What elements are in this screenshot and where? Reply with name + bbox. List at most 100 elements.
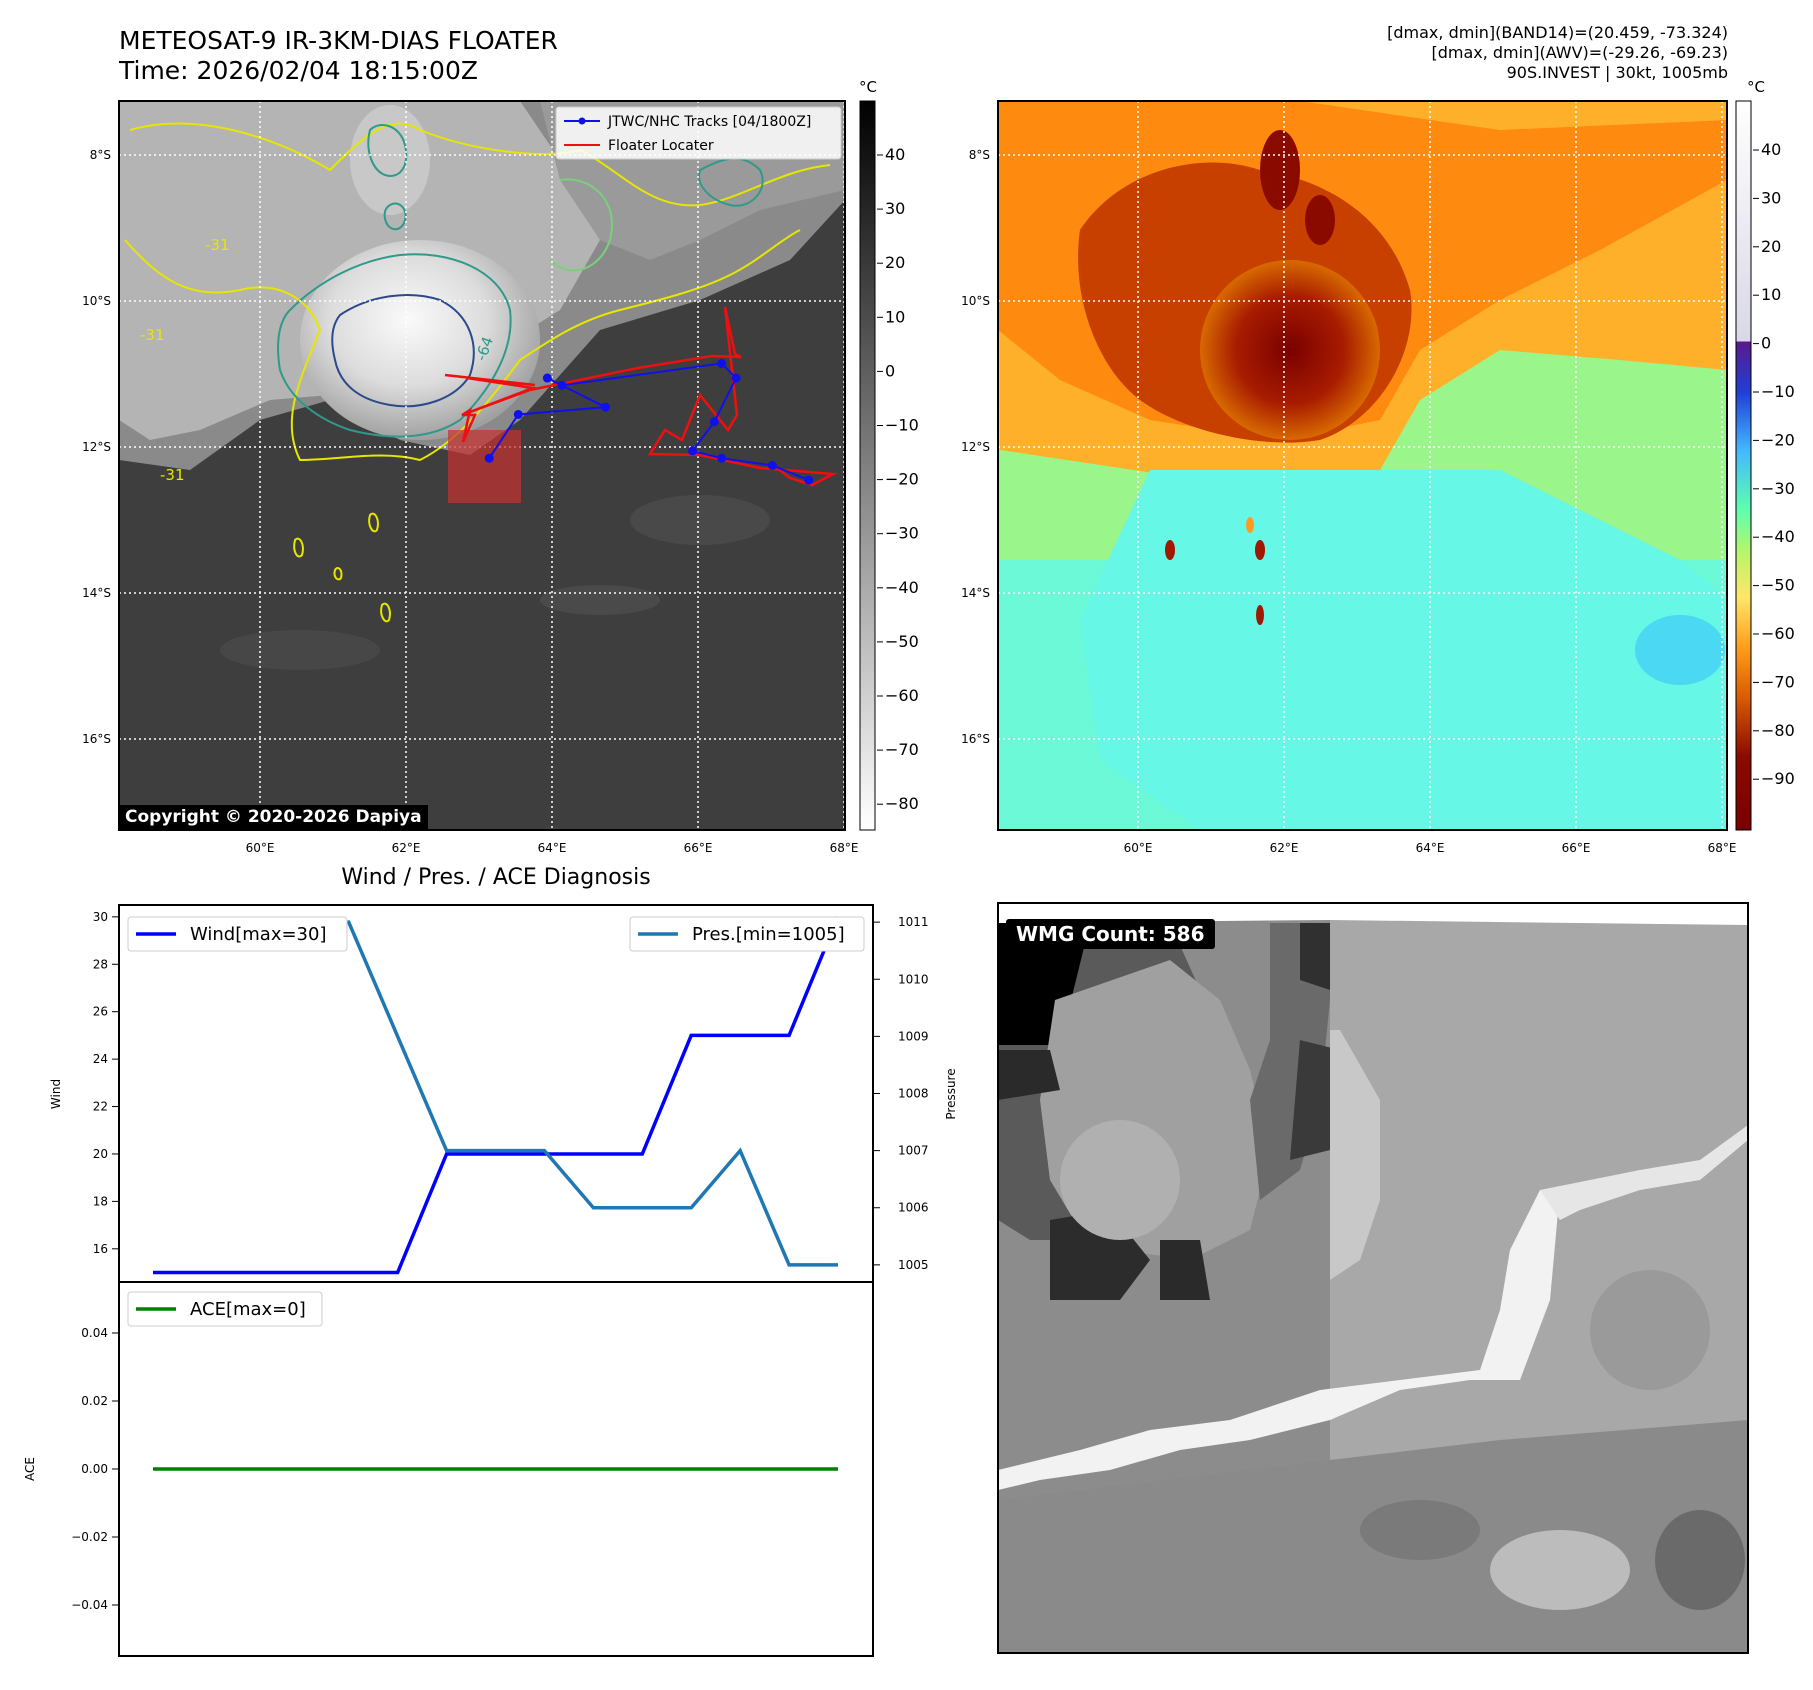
wind-legend: Wind[max=30] — [127, 916, 348, 952]
pressure-axis-label: Pressure — [944, 1068, 958, 1119]
ace-legend: ACE[max=0] — [127, 1291, 323, 1327]
diagnosis-title: Wind / Pres. / ACE Diagnosis — [341, 865, 650, 890]
awv-gridlines — [998, 101, 1727, 830]
ace-tick-label: 0.02 — [81, 1394, 108, 1408]
lon-tick: 60°E — [246, 841, 275, 855]
lon-tick: 66°E — [1562, 841, 1591, 855]
ir-frame — [118, 100, 846, 831]
lon-tick: 68°E — [830, 841, 859, 855]
ir-legend: JTWC/NHC Tracks [04/1800Z] Floater Locat… — [555, 106, 842, 160]
ir-colorbar-tick-label: −30 — [885, 524, 919, 543]
ir-colorbar-tick-label: −80 — [885, 794, 919, 813]
contour-label: -31 — [160, 466, 185, 484]
awv-colorbar-tick-label: −10 — [1761, 382, 1795, 401]
pressure-tick-label: 1006 — [898, 1201, 929, 1215]
lon-tick: 64°E — [1416, 841, 1445, 855]
ace-tick-label: 0.00 — [81, 1462, 108, 1476]
ir-imagery — [119, 101, 845, 670]
jtwc-track-point — [731, 373, 741, 383]
pressure-legend-label: Pres.[min=1005] — [692, 924, 845, 945]
awv-colorbar-tick-label: 20 — [1761, 237, 1781, 256]
pressure-tick-label: 1010 — [898, 972, 929, 986]
ace-axis-label: ACE — [23, 1457, 37, 1481]
ir-colorbar-tick-label: 0 — [885, 361, 895, 380]
lat-tick: 14°S — [82, 586, 111, 600]
wind-pressure-axes — [118, 904, 874, 1283]
ir-map-panel: -31 -31 -31 -64 — [82, 78, 919, 855]
jtwc-track-point — [484, 453, 494, 463]
ace-tick-label: 0.04 — [81, 1326, 108, 1340]
lat-tick: 10°S — [82, 294, 111, 308]
wind-tick-label: 20 — [93, 1147, 108, 1161]
ir-colorbar-tick-label: −70 — [885, 740, 919, 759]
lat-tick: 10°S — [961, 294, 990, 308]
lat-tick: 16°S — [82, 732, 111, 746]
pressure-axis-ticks: 1011 1010 1009 1008 1007 1006 1005 — [873, 915, 929, 1272]
awv-colorbar-tick-label: 10 — [1761, 285, 1781, 304]
awv-colorbar-unit: °C — [1747, 78, 1765, 96]
wmg-count-badge: WMG Count: 586 — [1006, 919, 1215, 949]
wind-axis-ticks: 30 28 26 24 22 20 18 16 — [93, 910, 119, 1256]
floater-track-line — [444, 306, 838, 487]
awv-colorbar — [1735, 100, 1752, 831]
ace-axis-ticks: 0.04 0.02 0.00 −0.02 −0.04 — [71, 1326, 119, 1612]
pressure-tick-label: 1005 — [898, 1258, 929, 1272]
ir-colorbar-tick-label: −20 — [885, 470, 919, 489]
pressure-legend: Pres.[min=1005] — [629, 916, 865, 952]
wind-tick-label: 28 — [93, 957, 108, 971]
jtwc-track-point — [804, 475, 814, 485]
ace-legend-label: ACE[max=0] — [190, 1299, 306, 1320]
lon-tick: 68°E — [1708, 841, 1737, 855]
awv-info-line2: [dmax, dmin](AWV)=(-29.26, -69.23) — [1431, 43, 1728, 62]
floater-locater-box — [448, 430, 521, 503]
lon-tick: 60°E — [1124, 841, 1153, 855]
jtwc-track — [484, 358, 814, 485]
awv-colorbar-tick-label: 0 — [1761, 334, 1771, 353]
awv-colorbar-tick-label: −50 — [1761, 576, 1795, 595]
jtwc-track-point — [717, 358, 727, 368]
awv-frame — [997, 100, 1728, 831]
ir-colorbar-unit: °C — [859, 78, 877, 96]
lat-tick: 8°S — [969, 148, 990, 162]
wind-axis-label: Wind — [49, 1079, 63, 1109]
ir-colorbar-tick-label: 20 — [885, 253, 905, 272]
awv-lat-ticks: 8°S 10°S 12°S 14°S 16°S — [961, 148, 990, 746]
jtwc-track-point — [600, 402, 610, 412]
jtwc-track-point — [513, 409, 523, 419]
jtwc-track-line — [488, 362, 810, 482]
wmg-imagery — [998, 920, 1748, 1653]
lat-tick: 14°S — [961, 586, 990, 600]
ir-colorbar-tick-label: 40 — [885, 145, 905, 164]
lon-tick: 66°E — [684, 841, 713, 855]
contour-label: -31 — [205, 236, 230, 254]
wind-legend-label: Wind[max=30] — [190, 924, 327, 945]
ir-colorbar-ticks: 40 30 20 10 0 −10 −20 −30 −40 −50 −60 −70 −80 — [877, 145, 919, 813]
ir-title-line1: METEOSAT-9 IR-3KM-DIAS FLOATER — [119, 26, 558, 55]
awv-colorbar-tick-label: −80 — [1761, 721, 1795, 740]
awv-info-line1: [dmax, dmin](BAND14)=(20.459, -73.324) — [1387, 23, 1728, 42]
wind-tick-label: 26 — [93, 1005, 108, 1019]
ir-title-line2: Time: 2026/02/04 18:15:00Z — [119, 56, 478, 85]
wind-series-line — [153, 916, 840, 1275]
wmg-frame — [997, 902, 1749, 1654]
pressure-tick-label: 1008 — [898, 1087, 929, 1101]
lon-tick: 62°E — [392, 841, 421, 855]
awv-colorbar-tick-label: 40 — [1761, 140, 1781, 159]
jtwc-track-point — [709, 417, 719, 427]
ace-tick-label: −0.04 — [71, 1598, 108, 1612]
wmg-panel — [997, 902, 1749, 1654]
ir-lon-ticks: 60°E 62°E 64°E 66°E 68°E — [246, 841, 859, 855]
awv-colorbar-tick-label: −40 — [1761, 527, 1795, 546]
pressure-tick-label: 1011 — [898, 915, 929, 929]
lat-tick: 8°S — [90, 148, 111, 162]
pressure-tick-label: 1007 — [898, 1144, 929, 1158]
awv-imagery — [998, 101, 1727, 830]
lon-tick: 64°E — [538, 841, 567, 855]
awv-colorbar-tick-label: −30 — [1761, 479, 1795, 498]
awv-colorbar-tick-label: −20 — [1761, 430, 1795, 449]
ir-colorbar — [859, 100, 876, 831]
lat-tick: 16°S — [961, 732, 990, 746]
pressure-tick-label: 1009 — [898, 1029, 929, 1043]
ir-colorbar-tick-label: 30 — [885, 199, 905, 218]
